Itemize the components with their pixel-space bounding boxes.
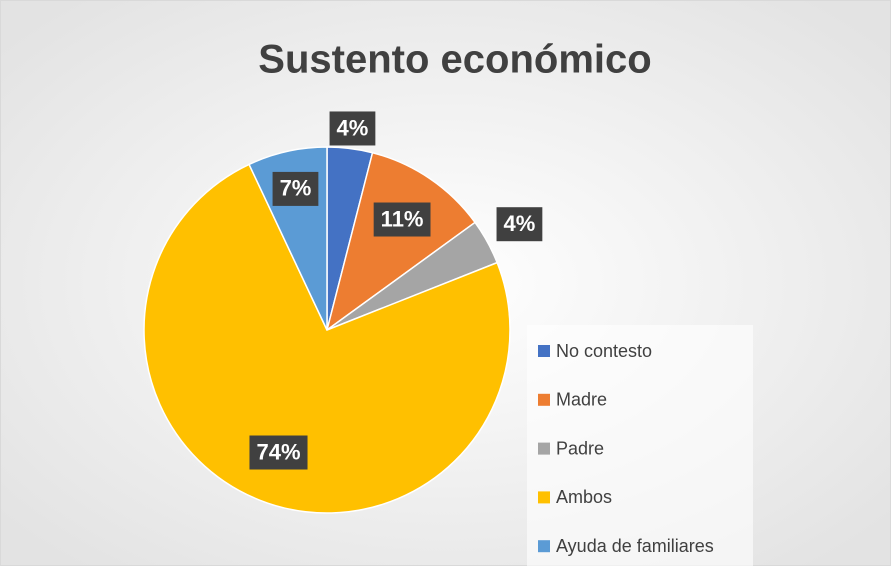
legend-swatch bbox=[538, 345, 550, 357]
legend-label: Padre bbox=[556, 438, 604, 458]
legend-swatch bbox=[538, 491, 550, 504]
data-label: 7% bbox=[280, 176, 312, 201]
legend-label: No contesto bbox=[556, 341, 652, 361]
data-label: 4% bbox=[337, 115, 369, 140]
data-label-box bbox=[249, 435, 308, 470]
pie-slice bbox=[143, 163, 511, 514]
data-label-box bbox=[496, 207, 543, 242]
data-label-box bbox=[272, 171, 319, 206]
legend-swatch bbox=[538, 540, 550, 553]
legend-label: Ambos bbox=[556, 487, 612, 507]
chart-title: Sustento económico bbox=[258, 38, 651, 82]
pie-slice bbox=[325, 151, 477, 332]
legend-label: Ayuda de familiares bbox=[556, 536, 714, 556]
legend: No contesto Madre Padre Ambos Ayuda de famil… bbox=[538, 341, 714, 556]
legend-label: Madre bbox=[556, 390, 607, 410]
data-labels: 4% 11% 4% 74% 7% bbox=[249, 111, 543, 470]
data-label: 4% bbox=[504, 211, 536, 236]
legend-swatch bbox=[538, 442, 550, 455]
data-label: 74% bbox=[256, 439, 300, 464]
data-label: 11% bbox=[381, 206, 424, 231]
pie bbox=[143, 146, 511, 514]
data-label-box bbox=[329, 111, 376, 146]
legend-box bbox=[527, 325, 753, 566]
data-label-box bbox=[373, 202, 431, 237]
legend-swatch bbox=[538, 393, 550, 406]
